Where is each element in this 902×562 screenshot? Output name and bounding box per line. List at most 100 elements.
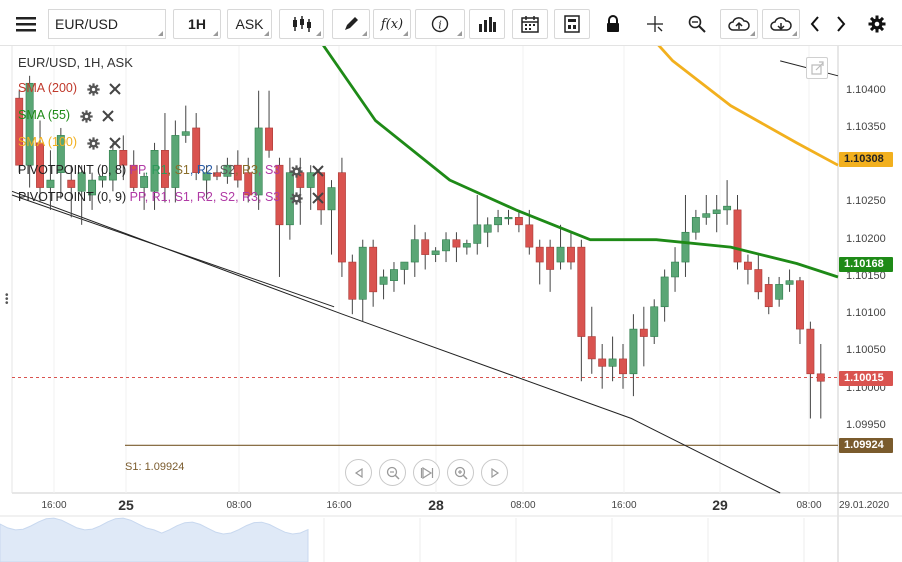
candle-body [546,246,555,270]
crosshair-button[interactable] [638,9,672,39]
price-chart[interactable] [0,46,902,562]
candle-body [296,172,305,188]
candle-body [171,135,180,188]
candle-body [358,246,367,300]
price-axis-label: 1.10250 [846,195,886,208]
candle-body [77,172,86,192]
scroll-right-button[interactable] [829,9,853,39]
pivot-level-label: , S3 [258,190,281,204]
sma-200-label: SMA (200) [18,81,78,95]
close-icon[interactable] [312,165,324,178]
candle-body [140,176,149,188]
candle-body [775,284,784,300]
chevron-left-icon [810,16,819,32]
calendar-button[interactable] [512,9,548,39]
close-icon[interactable] [102,110,114,123]
lock-button[interactable] [596,9,630,39]
candle-body [473,224,482,244]
pivot-level-label: , R3 [235,190,258,204]
candle-body [306,172,315,188]
candle-body [337,172,346,263]
candle-body [233,164,242,181]
indicators-button[interactable]: f(x) [373,9,411,39]
gear-icon[interactable] [290,192,303,205]
candle-body [56,135,65,173]
candle-body [15,97,24,166]
gear-icon[interactable] [290,165,303,178]
candle-body [681,231,690,263]
close-icon[interactable] [109,137,121,150]
legend-sma-200: SMA (200) [18,81,127,96]
chart-area[interactable]: EUR/USD, 1H, ASK SMA (200) SMA (55) SMA … [0,46,902,562]
sma-55-line [322,46,839,279]
nav-reset-button[interactable] [413,459,440,486]
candle-body [275,164,284,226]
info-icon: i [431,15,449,33]
zoom-button[interactable] [680,9,714,39]
candle-body [796,280,804,330]
candle-body [723,205,732,211]
zoom-out-icon [386,466,400,480]
close-icon[interactable] [312,192,324,205]
price-axis-label: 1.10400 [846,83,886,96]
pivot-level-label: , R1 [144,190,168,204]
candle-body [98,176,107,181]
candle-body [462,243,471,248]
nav-next-button[interactable] [481,459,508,486]
hamburger-icon [16,17,36,32]
chart-type-button[interactable] [279,9,324,39]
price-tag: 1.10015 [839,370,893,386]
gear-icon[interactable] [86,83,100,96]
menu-button[interactable] [10,9,42,39]
candle-body [754,269,763,293]
nav-prev-button[interactable] [345,459,372,486]
lock-icon [607,15,619,32]
candle-body [691,217,700,233]
pivot-level-label: , S2 [212,163,236,177]
zoom-icon [688,15,706,33]
price-tag: 1.10308 [839,152,893,168]
upload-button[interactable] [720,9,758,39]
gear-icon[interactable] [86,137,100,150]
timeframe-select[interactable]: 1H [173,9,221,39]
price-type-value: ASK [235,16,264,32]
download-button[interactable] [762,9,800,39]
draw-tool-button[interactable] [332,9,370,39]
candle-body [577,246,586,337]
pivot-9-label: PIVOTPOINT (0, 9) [18,190,127,204]
symbol-input[interactable]: EUR/USD [48,9,166,39]
info-glyph: i [438,19,442,32]
candle-body [317,172,326,211]
candle-body [712,209,721,214]
price-axis-label: 1.10100 [846,307,886,320]
candle-body [25,82,34,166]
info-button[interactable]: i [415,9,465,39]
nav-zoom-out-button[interactable] [379,459,406,486]
gear-icon [868,15,886,33]
close-icon[interactable] [109,83,121,96]
candle-body [733,209,742,263]
scroll-left-button[interactable] [803,9,827,39]
price-tag: 1.10168 [839,256,893,272]
candle-body [202,172,211,181]
candle-body [161,150,169,188]
pivot-8-label: PIVOTPOINT (0, 8) [18,163,127,177]
gear-icon[interactable] [79,110,93,123]
expand-button[interactable] [806,57,828,79]
candle-body [254,127,263,196]
candle-body [442,239,450,252]
sma-55-label: SMA (55) [18,108,71,122]
volume-button[interactable] [469,9,505,39]
zoom-in-icon [454,466,468,480]
settings-button[interactable] [862,9,892,39]
expand-icon [811,61,824,75]
candle-body [369,246,378,293]
pivot-level-label: , R3 [235,163,258,177]
price-type-select[interactable]: ASK [227,9,272,39]
price-axis-label: 1.10150 [846,269,886,282]
time-axis-label: 16:00 [611,500,637,511]
calculator-button[interactable] [554,9,590,39]
drag-handle[interactable]: • • • [5,290,9,309]
candle-body [88,179,97,196]
nav-zoom-in-button[interactable] [447,459,474,486]
